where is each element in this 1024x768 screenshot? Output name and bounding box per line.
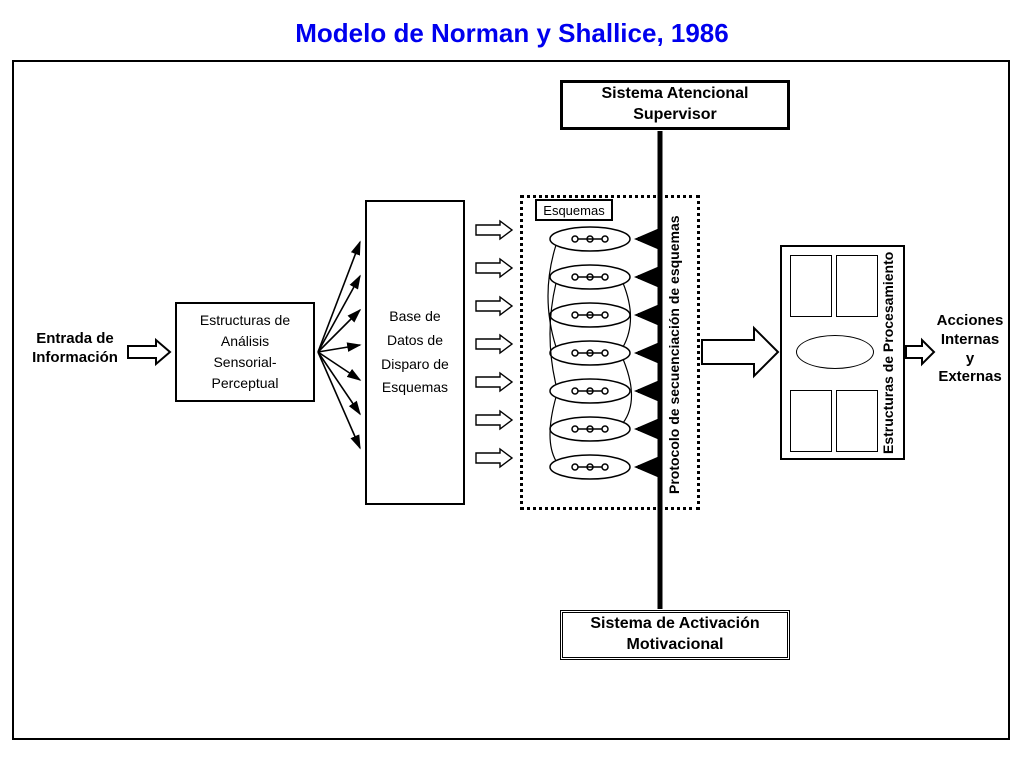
acciones-arrow bbox=[906, 340, 934, 364]
fan-arrows bbox=[318, 242, 360, 448]
entrada-arrow bbox=[128, 340, 170, 364]
hollow-arrows bbox=[476, 221, 512, 467]
sas-arrows bbox=[638, 239, 660, 467]
arrows-layer bbox=[0, 0, 1024, 768]
big-arrow-to-proc bbox=[702, 328, 778, 376]
schema-ellipses bbox=[550, 227, 630, 479]
